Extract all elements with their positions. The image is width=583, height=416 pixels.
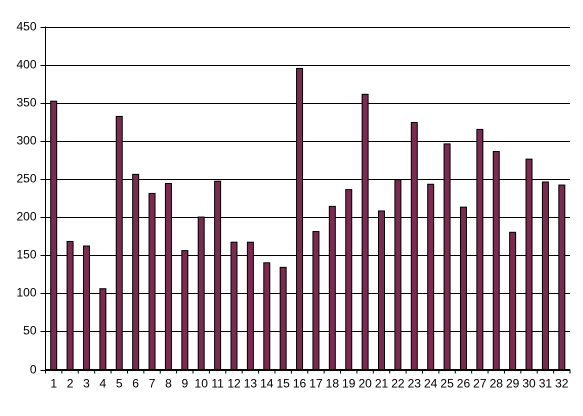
x-tick-label: 21 (375, 377, 389, 391)
x-tick-label: 18 (326, 377, 340, 391)
bar (509, 231, 517, 370)
x-tick-label: 17 (309, 377, 323, 391)
x-tick-label: 12 (227, 377, 241, 391)
bar (230, 241, 238, 371)
bar (459, 206, 467, 370)
x-tick-label: 25 (440, 377, 454, 391)
y-tick-label: 50 (23, 324, 37, 338)
bar (82, 245, 90, 371)
bar (115, 115, 123, 371)
x-tick-label: 5 (116, 377, 123, 391)
bar (443, 143, 451, 370)
bar (328, 205, 336, 370)
bar (525, 158, 533, 370)
x-tick-label: 13 (244, 377, 258, 391)
y-tick-label: 200 (16, 210, 36, 224)
x-tick-label: 7 (149, 377, 156, 391)
bar (148, 192, 156, 370)
y-tick-label: 400 (16, 58, 36, 72)
bar (181, 250, 189, 371)
bar (214, 180, 222, 370)
y-tick-label: 450 (16, 20, 36, 34)
bar (246, 241, 254, 371)
x-tick-label: 32 (555, 377, 569, 391)
bar (361, 93, 369, 371)
x-tick-label: 22 (391, 377, 405, 391)
bar (476, 128, 484, 370)
x-tick-label: 27 (473, 377, 487, 391)
y-tick-label: 150 (16, 248, 36, 262)
x-tick-label: 2 (67, 377, 74, 391)
x-tick-label: 28 (490, 377, 504, 391)
x-tick-label: 29 (506, 377, 520, 391)
x-tick-label: 6 (132, 377, 139, 391)
bar (50, 100, 58, 370)
bar (558, 184, 566, 370)
y-tick-label: 100 (16, 286, 36, 300)
bar (197, 216, 205, 370)
bar (132, 173, 140, 370)
x-tick-label: 1 (50, 377, 57, 391)
y-tick-label: 350 (16, 96, 36, 110)
bar (99, 288, 107, 370)
x-tick-label: 10 (195, 377, 209, 391)
y-tick-label: 300 (16, 134, 36, 148)
bar (279, 266, 287, 370)
bar (541, 181, 549, 370)
bar (378, 210, 386, 370)
bar (263, 262, 271, 370)
x-tick-label: 14 (260, 377, 274, 391)
bar (66, 240, 74, 370)
x-tick-label: 31 (539, 377, 553, 391)
x-tick-label: 20 (358, 377, 372, 391)
x-tick-label: 16 (293, 377, 307, 391)
y-tick-label: 0 (30, 363, 37, 377)
x-tick-label: 9 (181, 377, 188, 391)
bar (410, 122, 418, 371)
bar (394, 179, 402, 370)
x-tick-label: 30 (522, 377, 536, 391)
x-tick-label: 8 (165, 377, 172, 391)
bar (427, 183, 435, 370)
bar (296, 67, 304, 371)
bar (312, 231, 320, 370)
x-tick-label: 24 (424, 377, 438, 391)
bar (492, 151, 500, 370)
x-tick-label: 4 (100, 377, 107, 391)
x-tick-label: 26 (457, 377, 471, 391)
x-tick-label: 23 (408, 377, 422, 391)
x-tick-label: 3 (83, 377, 90, 391)
x-tick-label: 11 (211, 377, 224, 391)
y-tick-label: 250 (16, 172, 36, 186)
x-tick-label: 15 (276, 377, 290, 391)
bar (164, 183, 172, 370)
bar (345, 189, 353, 370)
x-tick-label: 19 (342, 377, 356, 391)
